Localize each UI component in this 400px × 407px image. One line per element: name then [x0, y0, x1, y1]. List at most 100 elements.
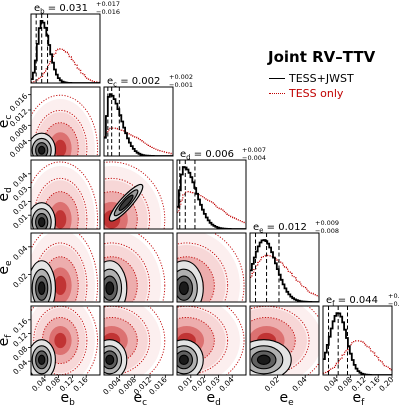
- contour-tess-only-2: [104, 317, 138, 364]
- title-minus-b: −0.016: [96, 8, 120, 16]
- histogram-tess-only-c: [104, 127, 173, 155]
- contour-tess-only-2: [41, 316, 79, 365]
- y-tick-label: 0.04: [11, 358, 29, 376]
- contour-tess-only-2: [41, 191, 79, 229]
- histogram-tess-jwst-e: [250, 239, 319, 302]
- title-e: ee = 0.012: [253, 222, 307, 235]
- title-minus-f: −0.028: [388, 300, 400, 308]
- legend-entry-tess-only: TESS only: [269, 87, 343, 100]
- contour-tess-only-1: [177, 242, 229, 302]
- contour-panel-b-d: [31, 161, 98, 229]
- contour-panel-d-e: [177, 233, 245, 302]
- histogram-tess-only-d: [177, 191, 246, 225]
- x-tick-label: 0.20: [377, 375, 395, 393]
- panel-frame: [176, 232, 247, 303]
- panel-frame: [30, 232, 101, 303]
- contour-tess-jwst-3: [256, 354, 271, 366]
- histogram-panel-b: [31, 14, 100, 83]
- y-axis-label-d: ed: [0, 187, 14, 201]
- contour-tess-jwst-3: [105, 281, 115, 296]
- title-plus-d: +0.007: [242, 146, 266, 154]
- y-tick-label: 0.02: [11, 271, 29, 289]
- panel-frame: [176, 159, 247, 230]
- x-tick-label: 0.02: [263, 375, 281, 393]
- x-axis-label-b: eb: [61, 390, 76, 407]
- contour-tess-jwst-3: [178, 354, 189, 366]
- panel-frame: [103, 159, 174, 230]
- contour-panel-e-f: [250, 306, 319, 375]
- title-b: eb = 0.031: [34, 3, 88, 16]
- contour-tess-only-0: [31, 233, 98, 302]
- contour-tess-jwst-3: [37, 145, 46, 155]
- y-tick-label: 0.04: [11, 244, 29, 262]
- histogram-panel-f: [323, 306, 392, 375]
- panel-frame: [103, 305, 174, 376]
- title-plus-c: +0.002: [169, 73, 193, 81]
- legend-label-tess-only: TESS only: [289, 87, 344, 100]
- contour-tess-only-0: [225, 306, 245, 375]
- x-axis-label-c: ec: [134, 390, 148, 407]
- x-tick-label: 0.04: [217, 375, 235, 393]
- contour-panel-b-f: [31, 306, 98, 375]
- contour-tess-only-0: [104, 161, 166, 229]
- title-plus-e: +0.009: [315, 219, 339, 227]
- contour-tess-only-0: [31, 306, 98, 375]
- contour-tess-only-2: [41, 122, 79, 156]
- x-axis-label-e: ee: [280, 390, 295, 407]
- histogram-tess-jwst-f: [323, 312, 392, 375]
- histogram-tess-jwst-c: [104, 93, 173, 156]
- contour-panel-d-f: [177, 306, 245, 375]
- y-tick-label: 0.01: [11, 212, 29, 230]
- contour-tess-only-1: [104, 242, 151, 302]
- contour-tess-only-0: [135, 233, 166, 302]
- x-tick-label: 0.04: [290, 375, 308, 393]
- panel-frame: [103, 232, 174, 303]
- histogram-panel-d: [177, 160, 246, 229]
- contour-panel-c-e: [104, 233, 166, 302]
- y-axis-label-c: ec: [0, 115, 14, 129]
- contour-tess-jwst-3: [37, 217, 46, 228]
- panel-frame: [249, 232, 320, 303]
- panel-frame: [30, 305, 101, 376]
- contour-panel-b-e: [31, 233, 98, 302]
- histogram-panel-e: [250, 233, 319, 302]
- panel-frame: [30, 13, 101, 84]
- contour-tess-only-1: [250, 306, 310, 375]
- histogram-tess-only-b: [31, 48, 100, 83]
- x-tick-label: 0.16: [71, 375, 89, 393]
- contour-tess-only-0: [31, 94, 98, 156]
- contour-tess-only-2: [250, 317, 296, 364]
- x-tick-label: 0.016: [147, 375, 169, 397]
- contour-tess-jwst-2: [118, 194, 134, 211]
- contour-tess-only-0: [31, 161, 98, 229]
- contour-tess-only-1: [104, 177, 151, 229]
- density-tess-only-4: [54, 139, 67, 156]
- title-d: ed = 0.006: [180, 149, 234, 162]
- histogram-tess-jwst-b: [31, 20, 100, 83]
- legend-dotted-line: [269, 93, 285, 94]
- title-plus-f: +0.027: [388, 292, 400, 300]
- contour-panel-b-c: [31, 94, 98, 156]
- contour-tess-jwst-3: [178, 281, 189, 296]
- title-minus-c: −0.001: [169, 81, 193, 89]
- histogram-tess-only-f: [323, 340, 392, 374]
- x-axis-label-d: ed: [207, 390, 221, 407]
- y-axis-label-e: ee: [0, 260, 14, 275]
- panel-frame: [322, 305, 393, 376]
- histogram-panel-c: [104, 87, 173, 156]
- contour-tess-jwst-3: [105, 354, 115, 366]
- legend-entry-tess-jwst: TESS+JWST: [269, 72, 354, 85]
- panel-frame: [30, 86, 101, 157]
- title-minus-d: −0.004: [242, 154, 266, 162]
- panel-frame: [30, 159, 101, 230]
- contour-tess-jwst-3: [37, 354, 46, 366]
- title-minus-e: −0.008: [315, 227, 339, 235]
- contour-tess-only-0: [147, 306, 166, 375]
- legend-label-tess-jwst: TESS+JWST: [289, 72, 354, 85]
- panel-frame: [249, 305, 320, 376]
- density-tess-only-4: [54, 332, 67, 349]
- contour-panel-c-f: [104, 306, 166, 375]
- contour-tess-only-2: [177, 256, 215, 302]
- density-tess-only-4: [54, 210, 67, 229]
